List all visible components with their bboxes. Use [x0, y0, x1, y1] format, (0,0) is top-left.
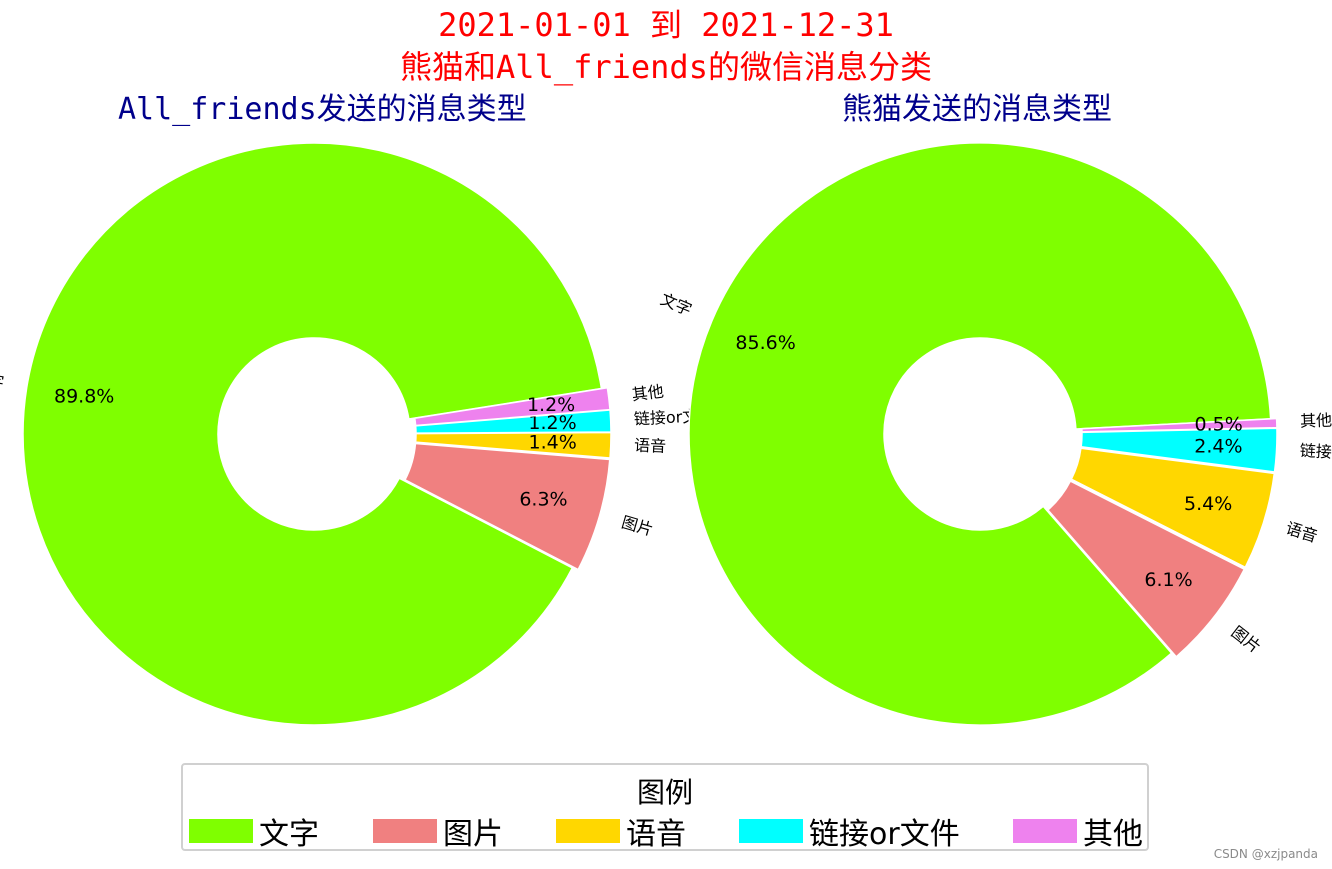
- right-slice-other: [1081, 417, 1278, 433]
- legend-label: 图片: [443, 817, 503, 852]
- right-slice-voice: [1070, 447, 1276, 569]
- legend: 图例 文字 图片 语音 链接or文件 其他: [181, 763, 1149, 852]
- legend-item-image: 图片: [373, 815, 503, 852]
- right-slice-image: [1046, 480, 1246, 658]
- left-pie-subtitle: All_friends发送的消息类型: [118, 92, 527, 127]
- legend-swatch: [556, 819, 620, 843]
- legend-item-voice: 语音: [556, 815, 686, 852]
- left-pct-label-text: 89.8%: [54, 385, 114, 407]
- right-pct-label-image: 6.1%: [1144, 569, 1192, 591]
- legend-item-link-or-file: 链接or文件: [739, 815, 960, 852]
- left-slice-other: [413, 386, 611, 427]
- legend-swatch: [189, 819, 253, 843]
- right-donut-chart: 85.6% 文字 6.1% 图片 5.4% 语音 2.4% 链接or文件 0.5% 其他: [658, 142, 1332, 726]
- left-pct-label-image: 6.3%: [519, 489, 567, 511]
- chart-title-line-2: 熊猫和All_friends的微信消息分类: [400, 48, 932, 86]
- left-category-label-other: 其他: [631, 382, 665, 405]
- right-slice-text: [688, 142, 1272, 726]
- legend-title: 图例: [636, 776, 693, 809]
- watermark: CSDN @xzjpanda: [1213, 847, 1318, 861]
- left-pct-label-other: 1.2%: [527, 394, 575, 416]
- legend-item-other: 其他: [1013, 815, 1143, 852]
- right-category-label-voice: 语音: [1284, 518, 1320, 546]
- right-pct-label-text: 85.6%: [735, 332, 795, 354]
- legend-swatch: [1013, 819, 1077, 843]
- right-pct-label-link-or-file: 2.4%: [1194, 435, 1242, 457]
- left-category-label-image: 图片: [619, 512, 655, 539]
- right-category-label-image: 图片: [1228, 622, 1265, 657]
- left-pct-label-link-or-file: 1.2%: [528, 412, 576, 434]
- legend-swatch: [739, 819, 803, 843]
- chart-title-line-1: 2021-01-01 到 2021-12-31: [438, 6, 894, 44]
- left-slice-text: [22, 142, 603, 726]
- right-pie-subtitle: 熊猫发送的消息类型: [842, 92, 1112, 127]
- left-pct-label-voice: 1.4%: [528, 432, 576, 454]
- right-pct-label-other: 0.5%: [1194, 414, 1242, 436]
- right-category-label-link-or-file: 链接or文件: [1299, 441, 1332, 464]
- left-category-label-voice: 语音: [634, 436, 667, 456]
- legend-label: 链接or文件: [809, 817, 960, 852]
- right-category-label-text: 文字: [658, 289, 695, 319]
- legend-label: 文字: [259, 817, 319, 852]
- legend-label: 其他: [1083, 817, 1143, 852]
- legend-item-text: 文字: [189, 815, 319, 852]
- legend-label: 语音: [626, 817, 686, 852]
- left-slice-image: [403, 442, 611, 571]
- right-pct-label-voice: 5.4%: [1184, 493, 1232, 515]
- right-category-label-other: 其他: [1300, 411, 1332, 431]
- left-category-label-text: 文字: [0, 368, 5, 392]
- legend-swatch: [373, 819, 437, 843]
